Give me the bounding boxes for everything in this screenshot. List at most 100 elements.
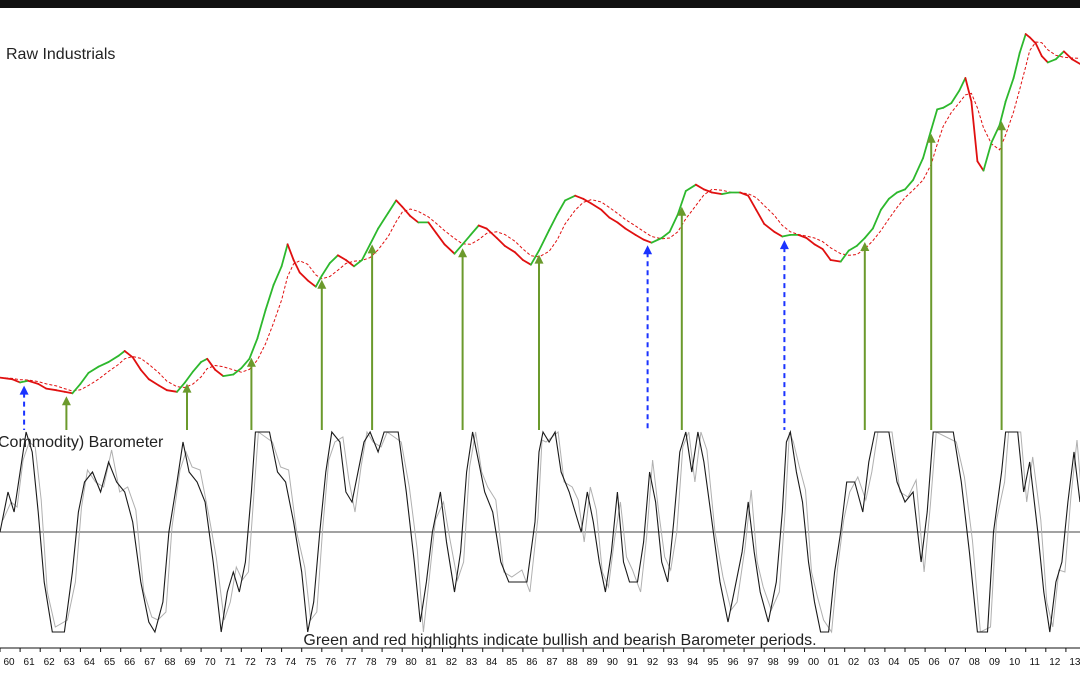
price-segment xyxy=(131,356,142,371)
x-tick-label: 00 xyxy=(808,657,820,668)
price-segment xyxy=(970,100,979,163)
bullish-signal-arrow xyxy=(997,121,1007,430)
price-segment xyxy=(232,367,243,376)
signal-arrows xyxy=(19,121,1007,430)
price-segment xyxy=(998,100,1007,126)
x-tick-label: 70 xyxy=(205,657,217,668)
price-segment xyxy=(781,233,792,238)
price-segment xyxy=(477,224,488,230)
moving-average-path xyxy=(0,41,1080,392)
x-tick-label: 02 xyxy=(848,657,860,668)
x-tick-label: 80 xyxy=(406,657,418,668)
top-border xyxy=(0,0,1080,8)
x-tick-label: 71 xyxy=(225,657,237,668)
price-segment xyxy=(55,389,66,393)
x-tick-label: 68 xyxy=(164,657,176,668)
price-segment xyxy=(503,244,516,254)
price-segment xyxy=(684,183,697,192)
price-segment xyxy=(880,197,890,211)
price-segment xyxy=(530,249,540,266)
x-tick-label: 91 xyxy=(627,657,639,668)
price-segment xyxy=(964,77,973,103)
price-segment xyxy=(336,254,347,261)
price-segment xyxy=(590,202,603,211)
price-segment xyxy=(369,227,380,246)
x-tick-label: 85 xyxy=(506,657,518,668)
price-segment xyxy=(1071,58,1080,65)
price-segment xyxy=(982,141,993,172)
price-segment xyxy=(298,271,309,282)
bullish-signal-arrow xyxy=(61,396,71,430)
price-segment xyxy=(443,243,456,255)
price-segment xyxy=(548,213,558,232)
x-tick-label: 82 xyxy=(446,657,458,668)
price-segment xyxy=(314,274,323,288)
price-segment xyxy=(200,357,209,363)
x-tick-label: 78 xyxy=(365,657,377,668)
price-segment xyxy=(435,232,446,246)
bullish-signal-arrow xyxy=(677,206,687,430)
x-tick-label: 74 xyxy=(285,657,297,668)
price-segment xyxy=(990,124,1001,144)
price-segment xyxy=(624,227,637,236)
price-segment xyxy=(280,243,289,268)
x-tick-label: 65 xyxy=(104,657,116,668)
price-segment xyxy=(650,237,663,244)
bullish-signal-arrow xyxy=(246,357,256,430)
price-segment xyxy=(829,259,842,263)
price-segment xyxy=(668,213,679,233)
price-segment xyxy=(184,370,195,384)
price-segment xyxy=(514,251,524,261)
price-segment xyxy=(272,265,283,287)
x-tick-label: 83 xyxy=(466,657,478,668)
x-tick-label: 88 xyxy=(567,657,579,668)
price-segment xyxy=(344,259,355,268)
price-segment xyxy=(409,215,420,224)
price-segment xyxy=(1063,50,1073,61)
price-segment xyxy=(711,191,723,196)
price-segment xyxy=(922,128,933,159)
price-segment xyxy=(157,384,168,392)
price-segment xyxy=(556,199,566,216)
x-tick-label: 97 xyxy=(748,657,760,668)
price-segment xyxy=(522,259,532,266)
x-tick-label: 84 xyxy=(486,657,498,668)
price-segment xyxy=(1012,52,1021,79)
price-segment xyxy=(660,230,671,239)
price-segment xyxy=(139,368,150,381)
price-segment xyxy=(1018,33,1027,54)
price-segment xyxy=(813,243,824,250)
price-segment xyxy=(79,371,90,385)
x-tick-label: 79 xyxy=(386,657,398,668)
price-segment xyxy=(45,387,58,392)
price-segment xyxy=(427,221,438,235)
price-segment xyxy=(256,309,267,340)
x-tick-label: 76 xyxy=(325,657,337,668)
price-segment xyxy=(37,382,48,390)
bullish-signal-arrow xyxy=(317,279,327,430)
price-segment xyxy=(805,237,816,246)
price-segment xyxy=(676,190,687,216)
x-tick-label: 08 xyxy=(969,657,981,668)
price-segment xyxy=(616,221,627,230)
price-segment xyxy=(755,208,766,225)
price-segment xyxy=(387,199,398,214)
x-tick-label: 03 xyxy=(868,657,880,668)
price-segment xyxy=(739,191,750,197)
price-segment xyxy=(634,233,645,241)
price-segment xyxy=(240,357,251,370)
price-segment xyxy=(821,248,832,261)
x-tick-label: 11 xyxy=(1030,657,1041,668)
price-segment xyxy=(773,230,784,238)
price-segment xyxy=(950,89,961,104)
x-tick-label: 99 xyxy=(788,657,800,668)
price-segment xyxy=(896,188,906,194)
x-tick-label: 64 xyxy=(84,657,96,668)
x-tick-label: 09 xyxy=(989,657,1001,668)
price-segment xyxy=(721,191,731,196)
price-segment xyxy=(469,224,480,236)
price-segment xyxy=(495,237,506,247)
bearish-signal-arrow xyxy=(643,245,653,430)
price-segment xyxy=(461,233,472,246)
